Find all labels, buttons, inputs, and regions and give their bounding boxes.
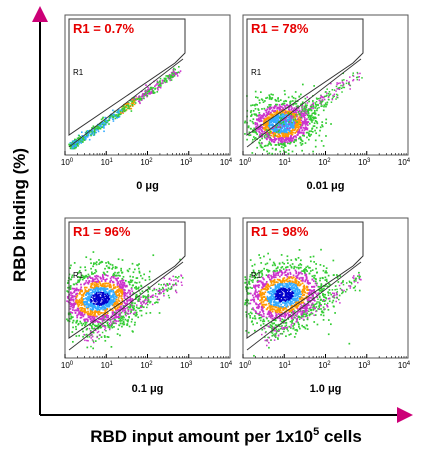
gate-lower-line bbox=[246, 58, 362, 148]
panel-top-right: R1 R1 = 78% 100 101 102 103 104 0.01 μg bbox=[239, 14, 411, 192]
gate-r1-outline bbox=[246, 18, 364, 136]
gate-lower-line bbox=[246, 261, 362, 351]
x-tick-label: 102 bbox=[140, 158, 153, 167]
x-tick-label: 103 bbox=[180, 361, 193, 370]
x-tick-label: 104 bbox=[398, 361, 411, 370]
x-tick-label: 103 bbox=[180, 158, 193, 167]
x-tick-label: 100 bbox=[239, 158, 252, 167]
x-tick-label: 103 bbox=[358, 361, 371, 370]
y-axis-label: RBD binding (%) bbox=[10, 148, 29, 282]
x-axis-label: RBD input amount per 1x105 cells bbox=[90, 426, 362, 446]
x-axis-label-superscript: 5 bbox=[313, 426, 319, 438]
plot-frame bbox=[64, 14, 231, 156]
x-axis-label-main: RBD input amount per 1x10 bbox=[90, 427, 313, 446]
x-tick-label: 102 bbox=[140, 361, 153, 370]
dose-label: 0.1 μg bbox=[132, 383, 164, 395]
gate-r1-outline bbox=[68, 221, 186, 339]
gate-name-label: R1 bbox=[73, 271, 84, 280]
dose-label: 0.01 μg bbox=[307, 180, 345, 192]
x-tick-label: 100 bbox=[61, 361, 74, 370]
gate-lower-line bbox=[68, 58, 184, 148]
gate-name-label: R1 bbox=[251, 68, 262, 77]
x-tick-label: 102 bbox=[318, 361, 331, 370]
x-tick-label: 104 bbox=[220, 361, 233, 370]
gate-name-label: R1 bbox=[251, 271, 262, 280]
gate-name-label: R1 bbox=[73, 68, 84, 77]
x-tick-label: 104 bbox=[398, 158, 411, 167]
dose-label: 0 μg bbox=[136, 180, 159, 192]
gate-lower-line bbox=[68, 261, 184, 351]
x-tick-label: 100 bbox=[61, 158, 74, 167]
scatter-panels: R1 R1 = 0.7% 100 101 102 103 104 0 μg R1 R1 = 78%… bbox=[61, 14, 411, 395]
gate-percentage-label: R1 = 0.7% bbox=[73, 21, 135, 36]
x-tick-label: 104 bbox=[220, 158, 233, 167]
x-tick-label: 101 bbox=[101, 158, 114, 167]
dose-label: 1.0 μg bbox=[310, 383, 342, 395]
x-tick-label: 101 bbox=[279, 158, 292, 167]
gate-r1-outline bbox=[246, 221, 364, 339]
gate-percentage-label: R1 = 78% bbox=[251, 21, 309, 36]
x-tick-label: 100 bbox=[239, 361, 252, 370]
event-dots bbox=[244, 71, 363, 155]
x-tick-label: 101 bbox=[279, 361, 292, 370]
panel-top-left: R1 R1 = 0.7% 100 101 102 103 104 0 μg bbox=[61, 14, 233, 192]
x-tick-label: 102 bbox=[318, 158, 331, 167]
panel-bottom-right: R1 R1 = 98% 100 101 102 103 104 1.0 μg bbox=[239, 217, 411, 395]
x-axis-label-tail: cells bbox=[319, 427, 362, 446]
panel-bottom-left: R1 R1 = 96% 100 101 102 103 104 0.1 μg bbox=[61, 217, 233, 395]
gate-percentage-label: R1 = 96% bbox=[73, 224, 131, 239]
gate-r1-outline bbox=[68, 18, 186, 136]
gate-percentage-label: R1 = 98% bbox=[251, 224, 309, 239]
x-tick-label: 101 bbox=[101, 361, 114, 370]
x-tick-label: 103 bbox=[358, 158, 371, 167]
